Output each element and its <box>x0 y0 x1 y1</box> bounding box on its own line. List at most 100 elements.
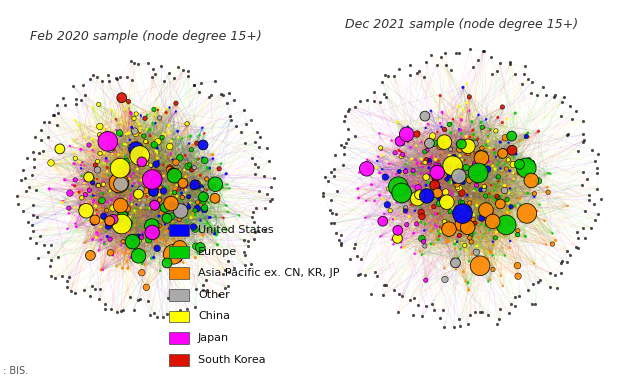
Point <box>190 182 200 188</box>
Point <box>169 171 179 177</box>
Point <box>242 238 252 244</box>
Point <box>115 209 125 215</box>
Point <box>547 231 557 237</box>
Point <box>510 71 520 77</box>
Point <box>556 270 566 276</box>
Point <box>183 163 193 169</box>
Point <box>179 207 188 213</box>
Point <box>456 117 466 123</box>
Point <box>484 151 494 157</box>
Point <box>546 170 556 177</box>
Point <box>143 139 153 146</box>
Point <box>480 193 490 199</box>
Point <box>158 314 168 320</box>
Point <box>460 141 470 147</box>
Point <box>503 188 513 194</box>
Point <box>195 191 205 197</box>
Point <box>246 116 256 122</box>
Point <box>415 248 425 254</box>
Point <box>161 215 171 222</box>
Point <box>392 186 402 192</box>
Point <box>190 207 200 213</box>
Point <box>190 226 200 232</box>
Point <box>184 204 193 210</box>
Point <box>180 228 190 234</box>
Point <box>104 223 113 229</box>
Point <box>425 159 435 165</box>
Point <box>452 145 462 151</box>
Point <box>190 181 200 187</box>
Point <box>335 240 345 246</box>
Point <box>16 177 26 183</box>
Point <box>412 198 422 204</box>
Point <box>483 166 493 172</box>
Point <box>376 153 386 159</box>
Point <box>126 111 136 117</box>
Point <box>181 164 191 170</box>
Point <box>373 154 383 160</box>
Point <box>182 182 192 188</box>
Point <box>356 256 366 262</box>
Point <box>224 186 234 192</box>
Point <box>89 191 99 197</box>
Point <box>146 191 156 197</box>
Point <box>471 224 480 230</box>
Point <box>179 167 189 173</box>
Point <box>456 141 466 147</box>
Point <box>195 217 205 223</box>
Point <box>95 206 105 212</box>
Point <box>170 209 180 215</box>
Point <box>481 184 491 190</box>
Point <box>105 199 115 205</box>
Point <box>369 89 379 95</box>
Point <box>99 150 109 156</box>
Point <box>492 321 502 327</box>
Title: Dec 2021 sample (node degree 15+): Dec 2021 sample (node degree 15+) <box>345 18 578 31</box>
Point <box>177 202 187 208</box>
Point <box>75 159 85 165</box>
Point <box>578 225 588 231</box>
Point <box>435 184 445 191</box>
Point <box>71 101 81 107</box>
Point <box>102 164 112 170</box>
Point <box>267 196 277 202</box>
Point <box>148 177 157 183</box>
Point <box>107 107 117 113</box>
Point <box>138 147 148 153</box>
Point <box>490 150 500 156</box>
Point <box>70 290 80 296</box>
Point <box>80 92 90 98</box>
Point <box>398 141 408 147</box>
Point <box>397 198 407 204</box>
Point <box>131 233 141 239</box>
Point <box>187 147 197 153</box>
Point <box>478 181 488 187</box>
Point <box>439 136 449 142</box>
Point <box>412 221 422 227</box>
Point <box>250 139 260 145</box>
Point <box>175 155 185 161</box>
Point <box>381 282 391 288</box>
Point <box>130 208 140 214</box>
Point <box>567 116 577 122</box>
Point <box>112 309 122 315</box>
Point <box>202 176 211 182</box>
Point <box>121 174 131 180</box>
Point <box>80 135 90 141</box>
Point <box>117 186 126 192</box>
Point <box>500 135 510 141</box>
Point <box>416 219 426 225</box>
Point <box>396 192 405 198</box>
Point <box>479 124 489 130</box>
Point <box>429 196 439 202</box>
Point <box>461 209 471 215</box>
Point <box>420 138 430 144</box>
Point <box>151 71 161 77</box>
Point <box>339 144 348 150</box>
Point <box>497 193 507 199</box>
Point <box>162 260 172 266</box>
Point <box>114 180 124 186</box>
Point <box>454 232 464 239</box>
Point <box>84 200 94 206</box>
Point <box>123 98 133 104</box>
